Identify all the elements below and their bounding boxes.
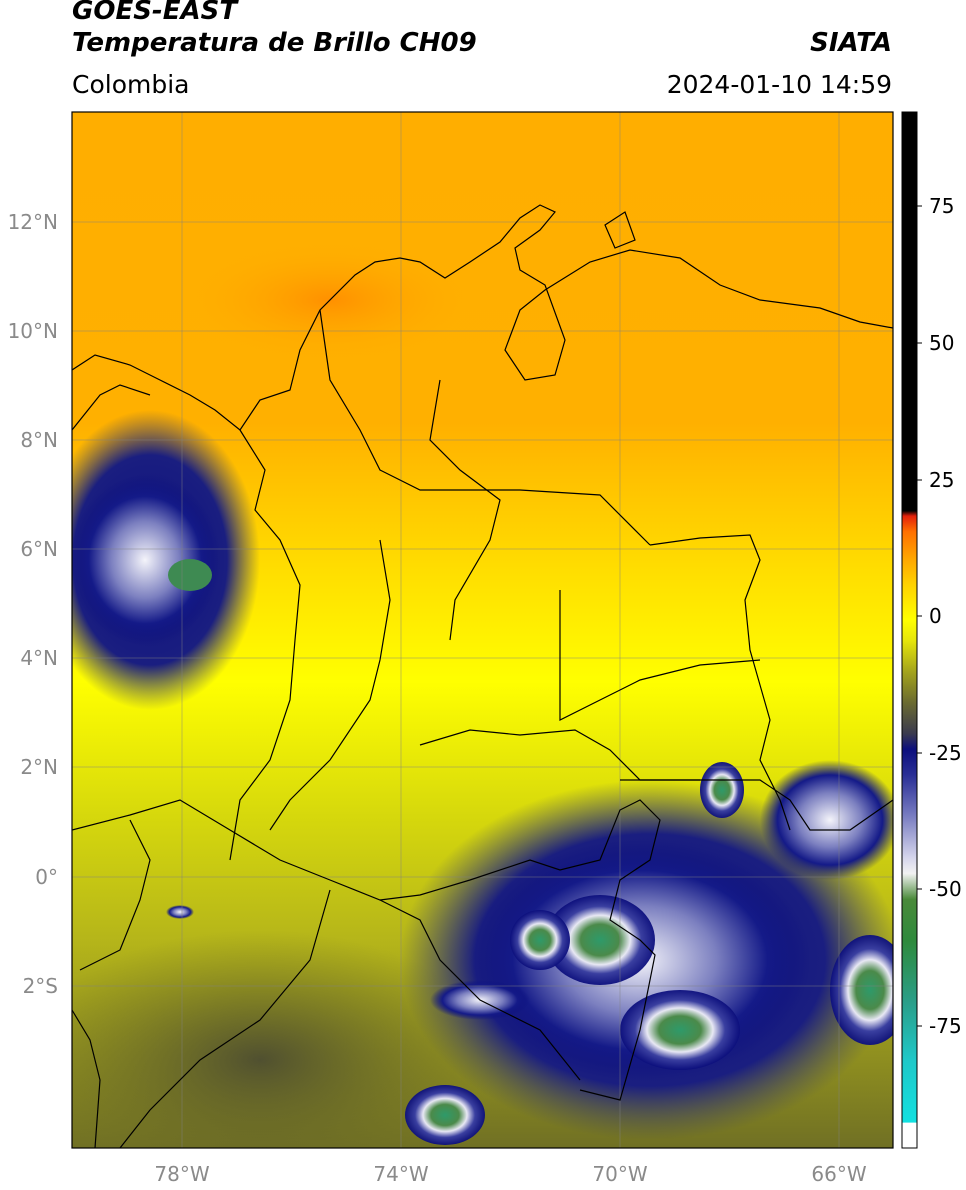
colorbar-tick-0: 0 (929, 604, 942, 628)
agency-label: SIATA (810, 28, 892, 58)
colorbar-tick-75: 75 (929, 194, 954, 218)
region-label: Colombia (72, 70, 190, 99)
colorbar-frame (901, 111, 918, 1149)
border-dept-center (269, 539, 391, 831)
border-dept-west (229, 429, 301, 861)
cloud-southeast-core1 (545, 895, 655, 985)
cloud-east-upper (760, 760, 893, 880)
cool-region-south (72, 930, 500, 1148)
colorbar-gradient (902, 112, 917, 1148)
cloud-west-core (72, 475, 220, 645)
border-peru (379, 899, 581, 1081)
colorbar: 75 50 25 0 -25 -50 -75 (901, 111, 962, 1149)
border-dept-north (319, 309, 651, 546)
lat-tick-2s: 2°S (23, 974, 58, 998)
latitude-labels: 12°N 10°N 8°N 6°N 4°N 2°N 0° 2°S (8, 210, 58, 998)
brightness-temperature-field (72, 112, 893, 1148)
lat-tick-4n: 4°N (20, 646, 58, 670)
border-brazil (620, 779, 893, 831)
lat-tick-0: 0° (35, 865, 58, 889)
map-frame (71, 111, 894, 1149)
border-ecuador-peru (119, 889, 331, 1148)
cloud-southeast-core2 (620, 990, 740, 1070)
colorbar-tick-minus50: -50 (929, 877, 962, 901)
longitude-labels: 78°W 74°W 70°W 66°W (154, 1162, 866, 1186)
timestamp-label: 2024-01-10 14:59 (666, 70, 892, 99)
colorbar-tick-50: 50 (929, 331, 954, 355)
border-south (72, 799, 661, 1101)
lat-tick-2n: 2°N (20, 755, 58, 779)
lon-tick-78w: 78°W (154, 1162, 209, 1186)
cloud-pacific-small (166, 905, 194, 919)
lat-tick-6n: 6°N (20, 537, 58, 561)
lat-tick-8n: 8°N (20, 428, 58, 452)
border-dept-east (559, 590, 761, 721)
boundaries (72, 204, 893, 1148)
coastline-paraguana (604, 211, 636, 249)
border-dept-santander (429, 379, 501, 641)
border-venezuela (649, 534, 791, 831)
coastline-caribbean (72, 204, 893, 431)
cloud-east-small (700, 762, 744, 818)
lon-tick-66w: 66°W (811, 1162, 866, 1186)
cloud-west-top (168, 559, 212, 591)
lon-tick-70w: 70°W (592, 1162, 647, 1186)
cloud-southeast-core3 (510, 910, 570, 970)
graticule (72, 112, 893, 1148)
colorbar-tick-minus25: -25 (929, 741, 962, 765)
colorbar-tick-25: 25 (929, 468, 954, 492)
cloud-east-cell (830, 935, 893, 1045)
satellite-title: GOES-EAST (72, 0, 238, 26)
coastline-peru (72, 1009, 101, 1148)
product-title: Temperatura de Brillo CH09 (72, 28, 477, 58)
lat-tick-12n: 12°N (8, 210, 58, 234)
coastline-panama (72, 384, 151, 431)
lon-tick-74w: 74°W (373, 1162, 428, 1186)
coastline-ecuador (79, 819, 151, 971)
colorbar-tick-minus75: -75 (929, 1014, 962, 1038)
lat-tick-10n: 10°N (8, 319, 58, 343)
cloud-south-cell (405, 1085, 485, 1145)
